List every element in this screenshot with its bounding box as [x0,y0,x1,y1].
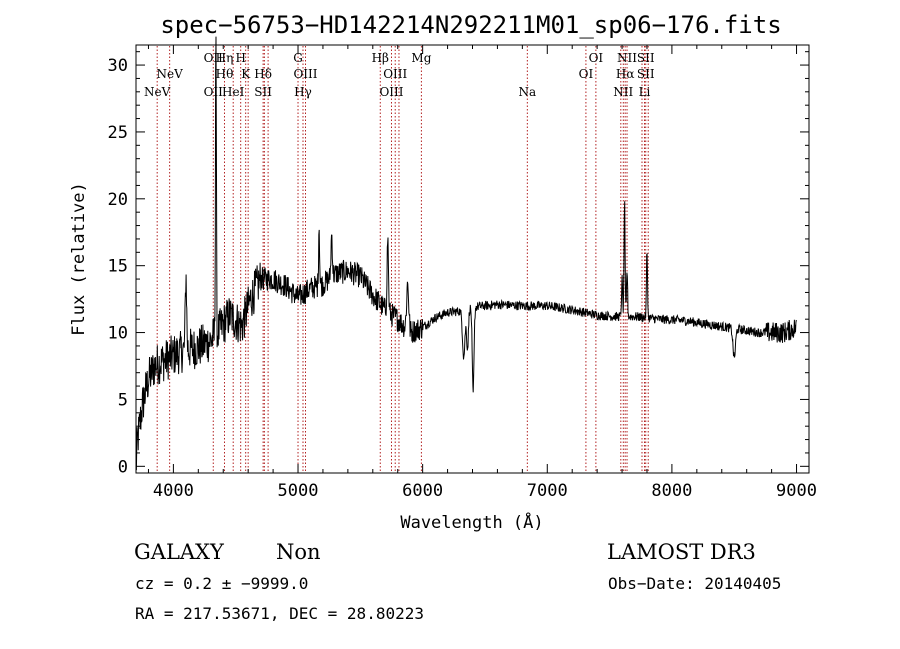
line-label: OIII [379,85,403,99]
line-label: NeV [157,67,184,81]
line-label: OI [579,67,594,81]
spectrum-line [135,36,797,471]
line-label: Hα [616,67,635,81]
x-axis-label: Wavelength (Å) [400,511,543,533]
spectral-line-markers [156,46,649,472]
line-label: OI [589,51,604,65]
line-label: NeV [144,85,171,99]
y-tick-label: 10 [108,324,128,344]
y-tick-label: 0 [118,457,128,477]
line-label: NII [617,51,637,65]
line-label: SII [637,51,655,65]
y-tick-label: 20 [108,190,128,210]
x-axis-ticks: 4000 5000 6000 7000 8000 9000 [147,45,817,501]
line-label: SII [637,67,655,81]
line-label: NII [613,85,633,99]
y-axis-label: Flux (relative) [69,182,89,336]
line-label: K [241,67,251,81]
line-label: Hβ [372,51,389,65]
y-tick-label: 30 [108,56,128,76]
line-label: Mg [411,51,431,65]
line-label: OII [204,51,224,65]
y-tick-label: 5 [118,390,128,410]
line-label: Li [639,85,651,99]
x-tick-label: 6000 [402,481,443,501]
line-label: OII [204,85,224,99]
redshift-info: cz = 0.2 ± −9999.0 [135,574,308,593]
x-tick-label: 8000 [651,481,692,501]
line-label: OIII [383,67,407,81]
chart-title: spec−56753−HD142214N292211M01_sp06−176.f… [160,11,781,39]
survey-name: LAMOST DR3 [607,540,756,564]
y-tick-label: 25 [108,123,128,143]
line-label: Hδ [254,67,272,81]
y-tick-label: 15 [108,257,128,277]
line-label: Hη [216,51,234,65]
x-tick-label: 5000 [278,481,319,501]
coordinates: RA = 217.53671, DEC = 28.80223 [135,604,424,623]
line-label: Na [519,85,537,99]
y-axis-ticks: 0 5 10 15 20 25 30 [108,51,809,477]
object-subclass: Non [276,540,321,564]
line-label: Hθ [216,67,234,81]
observation-date: Obs−Date: 20140405 [608,574,781,593]
plot-frame [135,44,810,474]
object-class: GALAXY [134,540,225,564]
x-tick-label: 4000 [153,481,194,501]
line-label: OIII [293,67,317,81]
line-label: SII [254,85,272,99]
x-tick-label: 9000 [776,481,817,501]
line-label: H [235,51,245,65]
line-label: Hγ [294,85,312,99]
x-tick-label: 7000 [527,481,568,501]
line-label: G [293,51,303,65]
line-label: HeI [222,85,245,99]
